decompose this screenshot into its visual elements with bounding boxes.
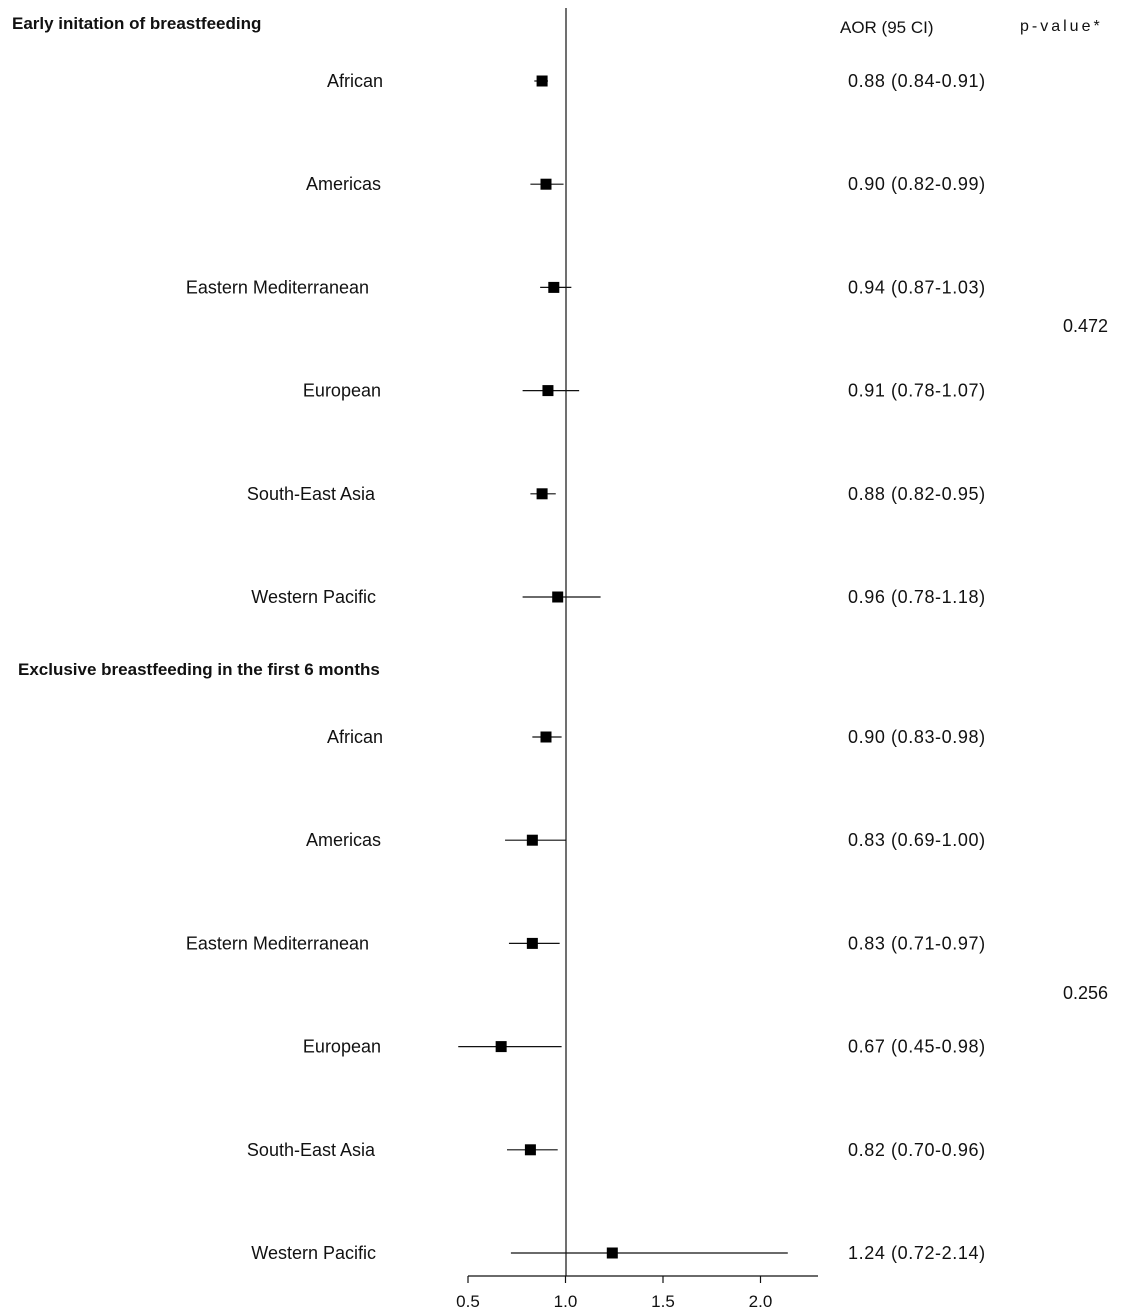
row-label: Americas — [306, 830, 381, 850]
aor-ci-text: 0.90 (0.83-0.98) — [848, 727, 986, 747]
aor-ci-text: 0.82 (0.70-0.96) — [848, 1140, 986, 1160]
x-axis-ticks: 0.5 1.0 1.5 2.0 — [456, 1276, 772, 1311]
pvalue-column-header: p-value* — [1020, 18, 1103, 35]
aor-point — [495, 1041, 507, 1053]
aor-ci-text: 0.83 (0.71-0.97) — [848, 933, 986, 953]
x-tick-label: 0.5 — [456, 1292, 480, 1311]
p-value: 0.256 — [1063, 983, 1108, 1003]
forest-row: African 0.88 (0.84-0.91) — [327, 71, 986, 91]
aor-point — [536, 488, 548, 500]
aor-ci-text: 0.88 (0.82-0.95) — [848, 484, 986, 504]
aor-ci-text: 0.94 (0.87-1.03) — [848, 277, 986, 297]
aor-point — [540, 178, 552, 190]
aor-point — [526, 834, 538, 846]
row-label: Americas — [306, 174, 381, 194]
sections: Early initation of breastfeeding 0.472 Afr… — [12, 14, 1108, 1263]
forest-row: Eastern Mediterranean 0.94 (0.87-1.03) — [186, 277, 986, 297]
aor-ci-text: 0.88 (0.84-0.91) — [848, 71, 986, 91]
forest-row: African 0.90 (0.83-0.98) — [327, 727, 986, 747]
forest-row: European 0.91 (0.78-1.07) — [303, 381, 986, 401]
aor-ci-text: 0.83 (0.69-1.00) — [848, 830, 986, 850]
aor-point — [536, 75, 548, 87]
section-1: Early initation of breastfeeding 0.472 Afr… — [12, 14, 1108, 607]
row-label: European — [303, 381, 381, 401]
row-label: South-East Asia — [247, 484, 376, 504]
aor-point — [526, 937, 538, 949]
row-label: Eastern Mediterranean — [186, 277, 369, 297]
x-tick-label: 1.5 — [651, 1292, 675, 1311]
aor-point — [606, 1247, 618, 1259]
aor-column-header: AOR (95 CI) — [840, 18, 934, 37]
x-tick-label: 1.0 — [554, 1292, 578, 1311]
section-title: Exclusive breastfeeding in the first 6 m… — [18, 660, 380, 679]
forest-row: South-East Asia 0.82 (0.70-0.96) — [247, 1140, 986, 1160]
forest-row: South-East Asia 0.88 (0.82-0.95) — [247, 484, 986, 504]
aor-point — [548, 281, 560, 293]
aor-ci-text: 0.90 (0.82-0.99) — [848, 174, 986, 194]
forest-row: Western Pacific 1.24 (0.72-2.14) — [251, 1243, 985, 1263]
row-label: Western Pacific — [251, 1243, 376, 1263]
forest-row: Western Pacific 0.96 (0.78-1.18) — [251, 587, 985, 607]
row-label: European — [303, 1037, 381, 1057]
p-value: 0.472 — [1063, 316, 1108, 336]
aor-ci-text: 0.91 (0.78-1.07) — [848, 381, 986, 401]
forest-row: European 0.67 (0.45-0.98) — [303, 1037, 986, 1057]
row-label: African — [327, 71, 383, 91]
aor-point — [542, 385, 554, 397]
aor-ci-text: 0.96 (0.78-1.18) — [848, 587, 986, 607]
aor-point — [552, 591, 564, 603]
row-label: South-East Asia — [247, 1140, 376, 1160]
row-label: Eastern Mediterranean — [186, 933, 369, 953]
aor-ci-text: 0.67 (0.45-0.98) — [848, 1037, 986, 1057]
section-2: Exclusive breastfeeding in the first 6 m… — [18, 660, 1108, 1263]
row-label: Western Pacific — [251, 587, 376, 607]
aor-point — [524, 1144, 536, 1156]
row-label: African — [327, 727, 383, 747]
forest-row: Eastern Mediterranean 0.83 (0.71-0.97) — [186, 933, 986, 953]
x-tick-label: 2.0 — [749, 1292, 773, 1311]
aor-point — [540, 731, 552, 743]
forest-row: Americas 0.83 (0.69-1.00) — [306, 830, 986, 850]
section-title: Early initation of breastfeeding — [12, 14, 261, 33]
aor-ci-text: 1.24 (0.72-2.14) — [848, 1243, 986, 1263]
forest-row: Americas 0.90 (0.82-0.99) — [306, 174, 986, 194]
x-axis: 0.5 1.0 1.5 2.0 — [456, 1275, 818, 1311]
